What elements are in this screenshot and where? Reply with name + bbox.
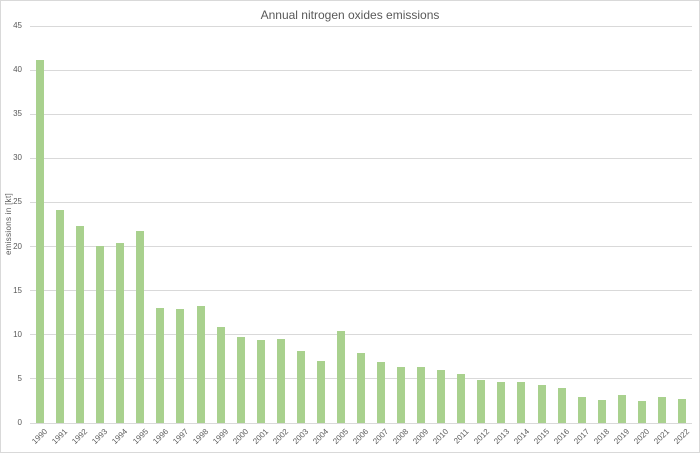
gridline-40 — [30, 69, 692, 71]
gridline-10 — [30, 334, 692, 336]
bar-1991 — [56, 209, 65, 423]
x-tick-label-1995: 1995 — [130, 427, 150, 446]
bar-1999 — [216, 326, 225, 423]
bar-2001 — [256, 340, 265, 423]
x-tick-label-2010: 2010 — [431, 427, 451, 446]
y-tick-label-0: 0 — [17, 418, 22, 427]
bar-2016 — [557, 387, 566, 423]
bar-2019 — [617, 394, 626, 423]
y-tick-label-25: 25 — [13, 197, 22, 207]
x-tick-label-2008: 2008 — [391, 427, 411, 446]
bar-2020 — [637, 400, 646, 423]
x-tick-label-2005: 2005 — [331, 427, 351, 446]
y-tick-label-40: 40 — [13, 65, 22, 75]
bar-2006 — [357, 353, 365, 423]
x-tick-label-2011: 2011 — [452, 427, 471, 446]
bar-2002 — [276, 339, 285, 423]
bar-1994 — [116, 243, 125, 423]
x-tick-label-1996: 1996 — [150, 427, 170, 446]
gridline-45 — [30, 25, 692, 27]
gridline-25 — [30, 201, 692, 203]
x-tick-label-2014: 2014 — [511, 427, 531, 446]
bar-1998 — [196, 305, 205, 423]
gridline-30 — [30, 157, 692, 159]
x-tick-label-1993: 1993 — [90, 427, 110, 446]
plot-area — [30, 25, 692, 424]
x-tick-label-2009: 2009 — [411, 427, 431, 446]
bar-2021 — [657, 397, 666, 423]
y-tick-label-10: 10 — [13, 329, 22, 339]
bar-2013 — [497, 381, 506, 423]
x-tick-label-1992: 1992 — [70, 427, 90, 446]
x-tick-label-1997: 1997 — [170, 427, 190, 446]
bar-2011 — [457, 374, 466, 423]
x-tick-label-2001: 2001 — [251, 427, 271, 446]
x-tick-label-1990: 1990 — [30, 427, 50, 446]
bar-2018 — [597, 400, 606, 423]
bar-2012 — [477, 379, 486, 423]
x-tick-label-2007: 2007 — [371, 427, 391, 446]
x-tick-label-2002: 2002 — [271, 427, 291, 446]
bar-2000 — [236, 337, 245, 423]
x-tick-label-1999: 1999 — [210, 427, 230, 446]
bar-1992 — [76, 226, 85, 423]
x-tick-label-2017: 2017 — [572, 427, 592, 446]
bar-2017 — [577, 396, 586, 423]
x-tick-label-2013: 2013 — [491, 427, 511, 446]
x-tick-label-2000: 2000 — [231, 427, 251, 446]
bar-2003 — [296, 350, 305, 423]
bar-2004 — [316, 361, 325, 423]
x-tick-label-1994: 1994 — [110, 427, 130, 446]
x-tick-label-2015: 2015 — [531, 427, 551, 446]
chart-title: Annual nitrogen oxides emissions — [260, 8, 440, 22]
x-tick-label-2018: 2018 — [592, 427, 612, 446]
x-tick-label-1998: 1998 — [190, 427, 210, 446]
y-tick-label-15: 15 — [13, 285, 22, 295]
x-tick-label-2019: 2019 — [612, 427, 632, 446]
bar-1996 — [156, 308, 165, 423]
gridline-15 — [30, 290, 692, 292]
bar-2014 — [517, 382, 526, 423]
bar-2008 — [397, 366, 406, 423]
x-tick-label-2006: 2006 — [351, 427, 371, 446]
y-tick-label-30: 30 — [13, 153, 22, 163]
bar-1997 — [176, 309, 185, 423]
bar-2010 — [437, 370, 446, 423]
x-tick-label-2021: 2021 — [652, 427, 672, 446]
x-tick-label-2012: 2012 — [471, 427, 491, 446]
bar-2007 — [377, 362, 386, 423]
y-tick-label-45: 45 — [13, 21, 22, 30]
y-tick-label-20: 20 — [13, 241, 22, 251]
y-tick-label-35: 35 — [13, 109, 22, 119]
gridline-35 — [30, 113, 692, 115]
y-axis-title: emissions in [kt] — [2, 26, 14, 423]
x-tick-label-2020: 2020 — [632, 427, 652, 446]
x-tick-label-2004: 2004 — [311, 427, 331, 446]
bar-2015 — [537, 385, 546, 423]
x-tick-label-2022: 2022 — [672, 427, 692, 446]
x-tick-label-2003: 2003 — [291, 427, 311, 446]
bar-2005 — [336, 331, 345, 423]
x-tick-label-1991: 1991 — [50, 427, 70, 446]
x-tick-label-2016: 2016 — [552, 427, 571, 446]
bar-1995 — [136, 230, 145, 423]
bar-1993 — [96, 245, 105, 423]
bar-2009 — [417, 367, 426, 423]
gridline-0 — [30, 422, 692, 424]
gridline-20 — [30, 246, 692, 248]
bar-1990 — [36, 60, 45, 423]
bar-2022 — [677, 399, 686, 423]
y-tick-label-5: 5 — [17, 373, 22, 383]
